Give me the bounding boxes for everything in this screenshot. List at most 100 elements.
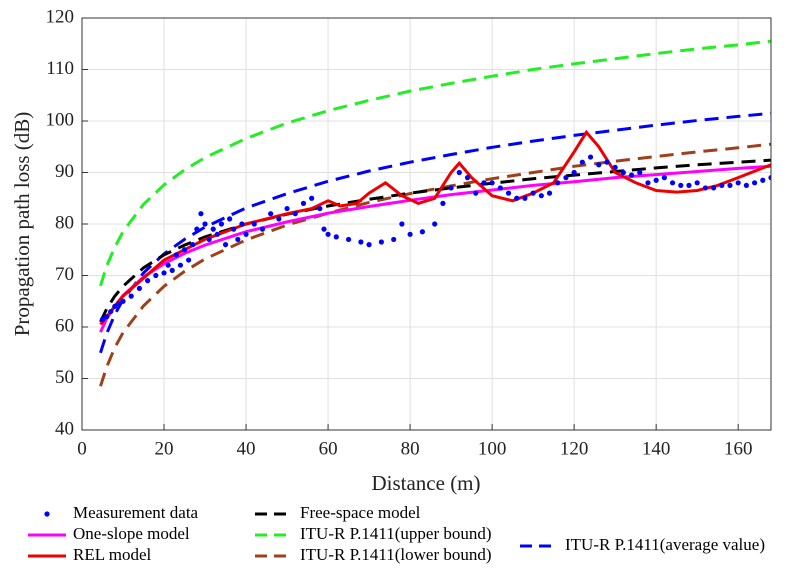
y-tick-label: 90 [55, 161, 74, 182]
y-tick-label: 70 [55, 264, 74, 285]
data-point [555, 180, 561, 186]
data-point [214, 231, 220, 237]
data-point [399, 221, 405, 227]
data-point [768, 175, 771, 181]
data-point [259, 226, 266, 232]
data-point [358, 239, 364, 245]
y-tick-label: 110 [46, 58, 74, 79]
data-point [735, 180, 741, 186]
y-tick-label: 40 [55, 418, 74, 439]
data-point [177, 262, 184, 268]
data-point [333, 234, 339, 240]
data-point [128, 293, 134, 299]
data-point [751, 180, 758, 186]
data-point [345, 236, 352, 243]
data-point [637, 169, 643, 176]
legend-label: One-slope model [73, 524, 190, 543]
data-point [596, 162, 602, 168]
data-point [108, 308, 114, 315]
data-point [678, 182, 684, 188]
x-tick-label: 120 [560, 438, 589, 459]
data-point [432, 221, 438, 227]
data-point [120, 298, 126, 304]
data-point [669, 180, 676, 186]
x-tick-label: 0 [77, 438, 87, 459]
data-point [661, 175, 667, 181]
data-point [173, 252, 179, 258]
legend-swatch [44, 511, 50, 517]
series-line [99, 158, 771, 323]
data-point [628, 172, 635, 178]
legend-label: ITU-R P.1411(lower bound) [300, 545, 492, 564]
data-point [522, 195, 528, 201]
data-point [530, 190, 536, 196]
data-point [231, 226, 237, 232]
x-tick-label: 100 [478, 438, 507, 459]
data-point [198, 211, 204, 217]
data-point [292, 211, 298, 217]
data-point [235, 236, 241, 243]
data-point [325, 231, 331, 237]
data-point [419, 229, 425, 235]
data-point [497, 185, 503, 191]
data-point [546, 190, 553, 196]
data-point [366, 242, 372, 248]
data-point [727, 182, 733, 188]
data-point [391, 236, 397, 243]
data-point [743, 182, 749, 188]
data-point [514, 195, 520, 201]
x-tick-label: 80 [401, 438, 420, 459]
data-point [620, 169, 626, 176]
data-point [136, 285, 143, 291]
data-point [104, 314, 110, 320]
series-line [99, 142, 771, 387]
data-point [181, 247, 188, 253]
legend-label: ITU-R P.1411(upper bound) [300, 524, 492, 543]
data-point [571, 169, 577, 176]
data-point [489, 180, 495, 186]
x-tick-label: 20 [155, 438, 174, 459]
series-line [99, 39, 771, 287]
data-point [165, 262, 171, 268]
data-point [206, 236, 212, 243]
data-point [448, 185, 454, 191]
data-point [145, 278, 151, 284]
data-point [251, 221, 257, 227]
data-point [579, 159, 585, 165]
data-point [202, 221, 208, 227]
data-point [760, 177, 766, 183]
data-point [169, 267, 175, 273]
data-point [694, 180, 700, 186]
y-axis-label: Propagation path loss (dB) [10, 112, 34, 337]
y-tick-label: 60 [55, 315, 74, 336]
data-point [710, 185, 717, 191]
x-tick-label: 60 [319, 438, 338, 459]
data-point [473, 190, 479, 196]
data-point [464, 175, 471, 181]
data-point [686, 182, 692, 188]
legend-label: Free-space model [300, 503, 421, 522]
y-tick-label: 100 [46, 109, 75, 130]
data-point [227, 216, 233, 222]
data-point [112, 303, 118, 309]
y-tick-label: 80 [55, 212, 74, 233]
data-point [481, 180, 487, 186]
legend-label: ITU-R P.1411(average value) [565, 535, 765, 554]
y-tick-label: 120 [46, 6, 75, 27]
data-point [99, 316, 106, 322]
data-point [239, 221, 245, 227]
data-point [407, 231, 413, 237]
legend-label: Measurement data [73, 503, 199, 522]
x-tick-label: 160 [724, 438, 753, 459]
data-point [587, 154, 594, 160]
data-point [440, 200, 446, 206]
data-point [653, 177, 659, 183]
data-point [116, 301, 122, 307]
data-point [563, 175, 569, 181]
data-point [276, 216, 282, 222]
data-point [194, 226, 200, 232]
data-point [161, 270, 167, 276]
x-axis-label: Distance (m) [371, 471, 480, 495]
x-tick-label: 140 [642, 438, 671, 459]
